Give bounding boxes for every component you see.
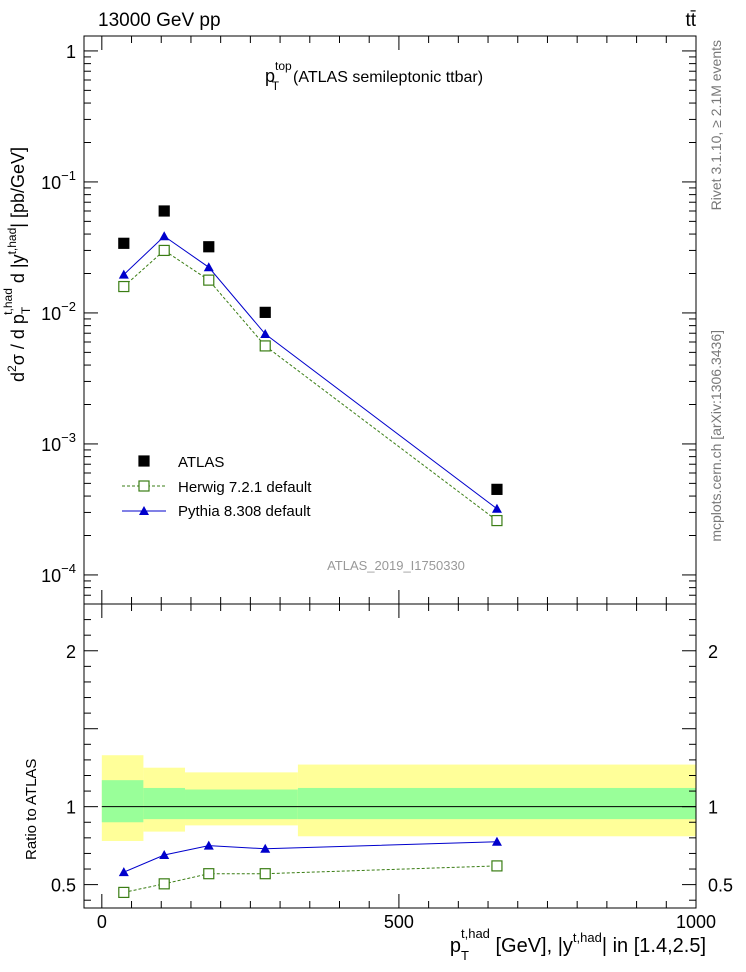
- x-axis-label: pTt,had [GeV], |yt,had| in [1.4,2.5]: [450, 926, 706, 963]
- ratio-stat-band: [143, 787, 186, 820]
- main-y-tick-label: 10−4: [41, 561, 76, 586]
- legend-marker-herwig: [138, 480, 150, 492]
- ratio-herwig-line: [123, 865, 497, 893]
- ratio-herwig-point: [491, 860, 503, 872]
- legend-marker-pythia: [139, 506, 149, 515]
- ratio-y-tick-label-right: 0.5: [708, 876, 733, 896]
- ratio-herwig-point: [118, 886, 130, 899]
- main-y-tick-label: 10−3: [41, 430, 76, 455]
- main-y-tick-label: 10−2: [41, 299, 76, 324]
- herwig-point: [158, 244, 170, 257]
- x-tick-label: 0: [97, 912, 107, 932]
- atlas-point: [203, 241, 215, 253]
- main-y-tick-label: 10−1: [41, 168, 76, 193]
- plot-title: ptop T (ATLAS semileptonic ttbar): [265, 59, 483, 93]
- ratio-stat-band: [185, 789, 298, 820]
- ratio-pythia-point: [118, 867, 129, 877]
- energy-label: 13000 GeV pp: [98, 10, 221, 31]
- main-plot-frame: [83, 35, 697, 605]
- ratio-herwig-point: [203, 868, 215, 880]
- main-y-axis-label: d2σ / d pTt,had d |yt,had| [pb/GeV]: [1, 147, 33, 382]
- atlas-point: [491, 483, 503, 495]
- ratio-pythia-point: [159, 849, 170, 859]
- chart-marks: 1 10−1 10−2 10−3 10−4 0 500 1000 0.5 0.5 1 1 2 2: [41, 35, 733, 932]
- ratio-y-tick-label-right: 2: [708, 642, 718, 662]
- rivet-label: Rivet 3.1.10, ≥ 2.1M events: [708, 40, 724, 210]
- x-tick-label: 500: [384, 912, 414, 932]
- ratio-herwig-point: [158, 878, 170, 890]
- ratio-stat-band: [101, 780, 144, 823]
- x-tick-label: 1000: [676, 912, 716, 932]
- ratio-y-tick-label-left: 2: [66, 642, 76, 662]
- ratio-stat-band: [297, 787, 696, 820]
- atlas-point: [259, 306, 271, 318]
- pythia-point: [260, 329, 271, 339]
- ratio-y-tick-label-right: 1: [708, 798, 718, 818]
- ratio-y-tick-label-left: 0.5: [51, 876, 76, 896]
- ratio-y-axis-label: Ratio to ATLAS: [23, 759, 40, 860]
- ratio-pythia-point: [203, 840, 214, 850]
- analysis-id-label: ATLAS_2019_I1750330: [327, 558, 465, 573]
- herwig-point: [491, 514, 503, 527]
- pythia-point: [118, 269, 129, 279]
- atlas-point: [158, 205, 170, 217]
- legend-label-herwig: Herwig 7.2.1 default: [178, 479, 312, 496]
- ratio-herwig-point: [259, 868, 271, 880]
- pythia-point: [203, 262, 214, 272]
- atlas-point: [118, 237, 130, 249]
- legend-label-pythia: Pythia 8.308 default: [178, 503, 311, 520]
- main-y-tick-label: 1: [66, 42, 76, 62]
- legend-marker-atlas: [138, 455, 150, 467]
- ratio-plot-frame: [83, 603, 697, 909]
- mcplots-label: mcplots.cern.ch [arXiv:1306.3436]: [708, 330, 724, 542]
- herwig-point: [259, 340, 271, 352]
- herwig-point: [203, 274, 215, 286]
- ratio-pythia-point: [260, 843, 271, 853]
- pythia-point: [159, 231, 170, 241]
- ratio-pythia-line: [123, 841, 497, 873]
- pythia-point: [491, 503, 502, 513]
- herwig-point: [118, 280, 130, 293]
- legend-label-atlas: ATLAS: [178, 454, 224, 471]
- process-label: tt̄: [685, 10, 696, 31]
- ratio-y-tick-label-left: 1: [66, 798, 76, 818]
